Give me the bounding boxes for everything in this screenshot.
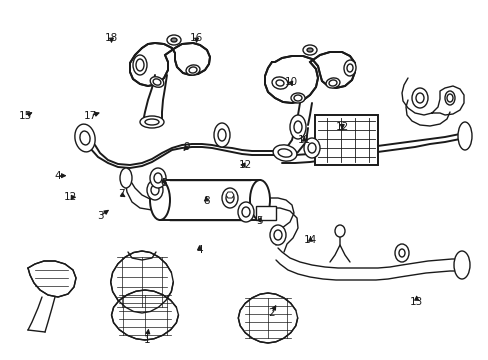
Text: 14: 14 xyxy=(303,235,317,246)
Ellipse shape xyxy=(147,180,163,200)
Ellipse shape xyxy=(272,145,296,161)
Text: 6: 6 xyxy=(160,178,167,188)
Text: 7: 7 xyxy=(118,189,124,199)
Text: 3: 3 xyxy=(97,211,103,221)
Ellipse shape xyxy=(167,35,181,45)
Polygon shape xyxy=(111,290,178,340)
Ellipse shape xyxy=(150,180,170,220)
Bar xyxy=(314,115,377,165)
Bar xyxy=(160,180,260,220)
Ellipse shape xyxy=(411,88,427,108)
Text: 11: 11 xyxy=(297,135,310,145)
Ellipse shape xyxy=(306,48,312,52)
Text: 5: 5 xyxy=(255,216,262,226)
Ellipse shape xyxy=(289,115,305,139)
Ellipse shape xyxy=(150,168,165,188)
Ellipse shape xyxy=(75,124,95,152)
Ellipse shape xyxy=(222,188,238,208)
Ellipse shape xyxy=(185,65,200,75)
Text: 12: 12 xyxy=(238,160,252,170)
Ellipse shape xyxy=(334,225,345,237)
Text: 15: 15 xyxy=(19,111,32,121)
Text: 13: 13 xyxy=(409,297,423,307)
Bar xyxy=(256,206,275,220)
Ellipse shape xyxy=(269,225,285,245)
Text: 10: 10 xyxy=(284,77,297,87)
Ellipse shape xyxy=(214,123,229,147)
Polygon shape xyxy=(225,192,234,198)
Text: 8: 8 xyxy=(203,196,209,206)
Text: 18: 18 xyxy=(104,33,118,43)
Ellipse shape xyxy=(453,251,469,279)
Ellipse shape xyxy=(343,60,355,76)
Text: 16: 16 xyxy=(189,33,203,43)
Ellipse shape xyxy=(249,180,269,220)
Ellipse shape xyxy=(394,244,408,262)
Text: 1: 1 xyxy=(143,335,150,345)
Ellipse shape xyxy=(140,116,163,128)
Polygon shape xyxy=(264,52,354,103)
Polygon shape xyxy=(130,43,209,86)
Ellipse shape xyxy=(444,91,454,105)
Ellipse shape xyxy=(120,168,132,188)
Ellipse shape xyxy=(133,55,147,75)
Polygon shape xyxy=(238,293,297,343)
Text: 4: 4 xyxy=(196,245,203,255)
Ellipse shape xyxy=(150,77,163,87)
Ellipse shape xyxy=(171,38,177,42)
Ellipse shape xyxy=(290,93,305,103)
Text: 4: 4 xyxy=(54,171,61,181)
Ellipse shape xyxy=(238,202,253,222)
Ellipse shape xyxy=(303,45,316,55)
Polygon shape xyxy=(110,251,173,313)
Ellipse shape xyxy=(325,78,339,88)
Polygon shape xyxy=(28,261,76,297)
Ellipse shape xyxy=(271,77,287,89)
Ellipse shape xyxy=(304,138,319,158)
Text: 12: 12 xyxy=(64,192,78,202)
Text: 17: 17 xyxy=(83,111,97,121)
Ellipse shape xyxy=(457,122,471,150)
Text: 9: 9 xyxy=(183,142,190,152)
Text: 12: 12 xyxy=(335,122,348,132)
Text: 2: 2 xyxy=(267,308,274,318)
